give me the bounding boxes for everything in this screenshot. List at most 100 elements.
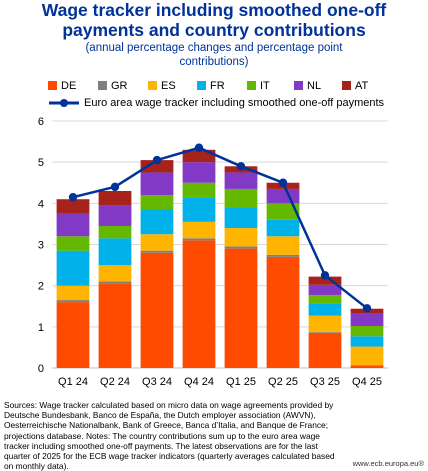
title-line-2: payments and country contributions	[62, 20, 366, 40]
bar-segment-gr	[308, 332, 342, 334]
legend-line-marker	[49, 99, 79, 107]
bar-segment-it	[140, 195, 174, 210]
title-line-1: Wage tracker including smoothed one-off	[41, 0, 387, 20]
wage-tracker-point	[110, 182, 120, 192]
notes-line-5: tracker including smoothed one-off payme…	[4, 440, 318, 451]
bar-segment-it	[98, 225, 132, 239]
chart-title: Wage tracker including smoothed one-off …	[0, 0, 428, 40]
notes-line-7: on monthly data).	[4, 461, 69, 471]
bar-segment-fr	[350, 336, 384, 347]
bar-segment-nl	[224, 172, 258, 189]
notes-line-1: Sources: Wage tracker calculated based o…	[4, 400, 334, 410]
bar-segment-it	[182, 182, 216, 198]
wage-tracker-point	[152, 155, 162, 165]
chart-subtitle: (annual percentage changes and percentag…	[0, 41, 428, 69]
bar-segment-nl	[98, 205, 132, 226]
wage-tracker-point	[68, 192, 78, 202]
bar-segment-es	[140, 234, 174, 251]
bar-segment-gr	[224, 246, 258, 249]
source-credit: www.ecb.europa.eu®	[352, 459, 424, 468]
bar-segment-es	[266, 236, 300, 255]
wage-tracker-point	[236, 162, 246, 171]
legend-swatch-gr	[98, 81, 107, 90]
legend-item-es: ES	[148, 79, 176, 93]
bar-segment-gr	[98, 281, 132, 284]
y-tick-label: 5	[38, 157, 44, 169]
bar-segment-fr	[224, 207, 258, 229]
legend-item-wage-tracker: Euro area wage tracker including smoothe…	[48, 96, 384, 110]
bar-segment-at	[98, 190, 132, 206]
bar-segment-es	[308, 315, 342, 333]
subtitle-line-2: contributions)	[179, 56, 249, 68]
bar-segment-de	[266, 256, 300, 368]
bar-segment-fr	[98, 238, 132, 266]
legend-swatch-de	[48, 81, 57, 90]
legend-swatch-at	[342, 81, 351, 90]
legend-swatch-fr	[197, 81, 206, 90]
wage-tracker-line	[72, 146, 368, 310]
bar-segment-es	[56, 285, 90, 301]
bar-segment-nl	[140, 172, 174, 196]
y-tick-label: 6	[38, 116, 44, 128]
bar-segment-de	[56, 302, 90, 368]
y-tick-label: 4	[38, 198, 44, 210]
legend-swatch-es	[148, 81, 157, 90]
legend-item-it: IT	[247, 79, 270, 93]
bar-segment-nl	[56, 213, 90, 237]
wage-tracker-point	[278, 178, 288, 187]
y-tick-label: 3	[38, 240, 44, 252]
bar-segment-it	[308, 295, 342, 304]
bar-segment-it	[350, 326, 384, 337]
bar-segment-it	[224, 188, 258, 208]
y-tick-label: 1	[38, 322, 44, 334]
y-tick-label: 2	[38, 281, 44, 293]
bar-segment-nl	[266, 188, 300, 204]
bar-segment-gr	[350, 365, 384, 366]
x-tick-label: Q3 25	[310, 376, 340, 388]
notes-line-4: projections database. Notes: The country…	[4, 430, 320, 441]
bar-segment-it	[56, 236, 90, 251]
bar-segment-at	[140, 160, 174, 173]
bar-segment-nl	[182, 162, 216, 183]
notes-line-6: quarter of 2025 for the ECB wage tracker…	[4, 451, 335, 462]
x-tick-label: Q4 24	[184, 376, 214, 388]
bar-segment-nl	[350, 313, 384, 327]
bar-segment-gr	[266, 254, 300, 257]
legend-item-gr: GR	[98, 79, 128, 93]
notes-line-3: Oesterreichische Nationalbank, Bank of G…	[4, 420, 329, 431]
bar-segment-gr	[56, 300, 90, 303]
bar-segment-de	[140, 252, 174, 368]
bar-segment-de	[182, 240, 216, 368]
bar-segment-fr	[56, 250, 90, 286]
legend-item-nl: NL	[294, 79, 321, 93]
bar-segment-fr	[182, 197, 216, 222]
chart-notes: Sources: Wage tracker calculated based o…	[4, 400, 424, 471]
bar-segment-at	[182, 149, 216, 163]
bar-segment-de	[350, 365, 384, 368]
bar-segment-es	[350, 346, 384, 366]
bar-segment-de	[308, 333, 342, 368]
wage-tracker-point	[320, 271, 330, 280]
legend-item-fr: FR	[197, 79, 225, 93]
legend-item-de: DE	[48, 79, 76, 93]
bar-segment-de	[224, 248, 258, 368]
x-tick-label: Q1 24	[58, 376, 88, 388]
bar-segment-gr	[182, 238, 216, 241]
bar-segment-es	[98, 265, 132, 282]
x-tick-label: Q2 25	[268, 376, 298, 388]
chart-plot: 0 1 2 3 4 5 6 Q1 24 Q2 24 Q3 24 Q4 24 Q1 25 Q2 25 Q3 …	[38, 116, 388, 388]
x-tick-label: Q3 24	[142, 376, 172, 388]
bar-segment-fr	[308, 303, 342, 316]
wage-tracker-point	[362, 304, 372, 313]
legend-item-at: AT	[342, 79, 368, 93]
y-tick-label: 0	[38, 363, 44, 375]
notes-line-2: Deutsche Bundesbank, Banco de España, th…	[4, 410, 316, 421]
subtitle-line-1: (annual percentage changes and percentag…	[85, 42, 343, 54]
x-tick-label: Q2 24	[100, 376, 130, 388]
bar-segment-at	[56, 199, 90, 214]
bar-segment-fr	[266, 219, 300, 237]
bar-segment-nl	[308, 284, 342, 296]
x-tick-label: Q4 25	[352, 376, 382, 388]
legend-swatch-nl	[294, 81, 303, 90]
bar-segment-de	[98, 283, 132, 368]
